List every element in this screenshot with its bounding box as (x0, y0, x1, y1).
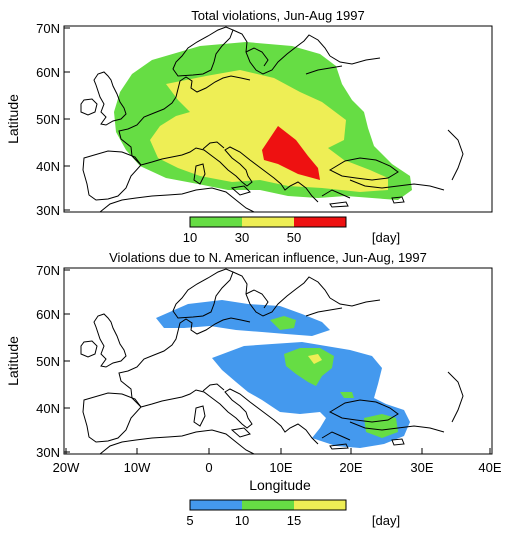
bottom-colorbar-segment-blue (190, 500, 242, 510)
bottom-contour-green (284, 348, 334, 386)
bottom-ytick-label: 40N (36, 401, 60, 416)
bottom-xtick-label: 20W (53, 460, 80, 475)
bottom-ytick-label: 60N (36, 307, 60, 322)
top-colorbar-tick: 50 (287, 230, 301, 245)
top-colorbar-tick: 30 (235, 230, 249, 245)
top-panel-title: Total violations, Jun-Aug 1997 (191, 8, 364, 23)
bottom-xaxis: 20W 10W 0 10E 20E 30E 40E Longitude (53, 448, 502, 493)
bottom-ytick-label: 70N (36, 263, 60, 278)
bottom-yaxis: 70N 60N 50N 40N 30N Latitude (5, 263, 70, 460)
top-yaxis: 70N 60N 50N 40N 30N Latitude (5, 21, 70, 218)
bottom-panel-title: Violations due to N. American influence,… (109, 250, 427, 265)
bottom-colorbar-unit: [day] (372, 513, 400, 528)
bottom-xtick-label: 10W (124, 460, 151, 475)
top-ytick-label: 30N (36, 203, 60, 218)
top-ytick-label: 40N (36, 159, 60, 174)
top-contour-yellow (150, 70, 388, 192)
bottom-colorbar: 5 10 15 [day] (186, 499, 400, 528)
bottom-xtick-label: 30E (410, 460, 433, 475)
top-colorbar-segment-green (190, 217, 242, 227)
bottom-colorbar-segment-yellow (294, 500, 346, 510)
bottom-map (64, 268, 492, 454)
bottom-colorbar-segment-green (242, 500, 294, 510)
bottom-contour-green (270, 316, 296, 330)
top-colorbar-unit: [day] (372, 230, 400, 245)
bottom-colorbar-tick: 5 (186, 513, 193, 528)
top-colorbar-segment-yellow (242, 217, 294, 227)
top-ylabel: Latitude (5, 94, 21, 144)
bottom-colorbar-tick: 10 (235, 513, 249, 528)
bottom-ylabel: Latitude (5, 336, 21, 386)
bottom-xtick-label: 0 (205, 460, 212, 475)
top-ytick-label: 70N (36, 21, 60, 36)
top-ytick-label: 60N (36, 65, 60, 80)
bottom-xtick-label: 40E (478, 460, 501, 475)
top-contour-red (262, 126, 320, 180)
top-colorbar-segment-red (294, 217, 346, 227)
bottom-contour-green (364, 414, 398, 438)
bottom-xlabel: Longitude (249, 477, 311, 493)
bottom-xtick-label: 20E (339, 460, 362, 475)
bottom-contour-blue-south (212, 342, 410, 448)
bottom-ytick-label: 30N (36, 445, 60, 460)
bottom-contour-green (340, 392, 354, 398)
bottom-colorbar-tick: 15 (287, 513, 301, 528)
top-map (64, 26, 492, 212)
top-colorbar: 10 30 50 [day] (183, 216, 400, 245)
bottom-contour-yellow (308, 354, 322, 364)
bottom-xtick-label: 10E (269, 460, 292, 475)
bottom-ytick-label: 50N (36, 354, 60, 369)
top-colorbar-tick: 10 (183, 230, 197, 245)
top-ytick-label: 50N (36, 112, 60, 127)
